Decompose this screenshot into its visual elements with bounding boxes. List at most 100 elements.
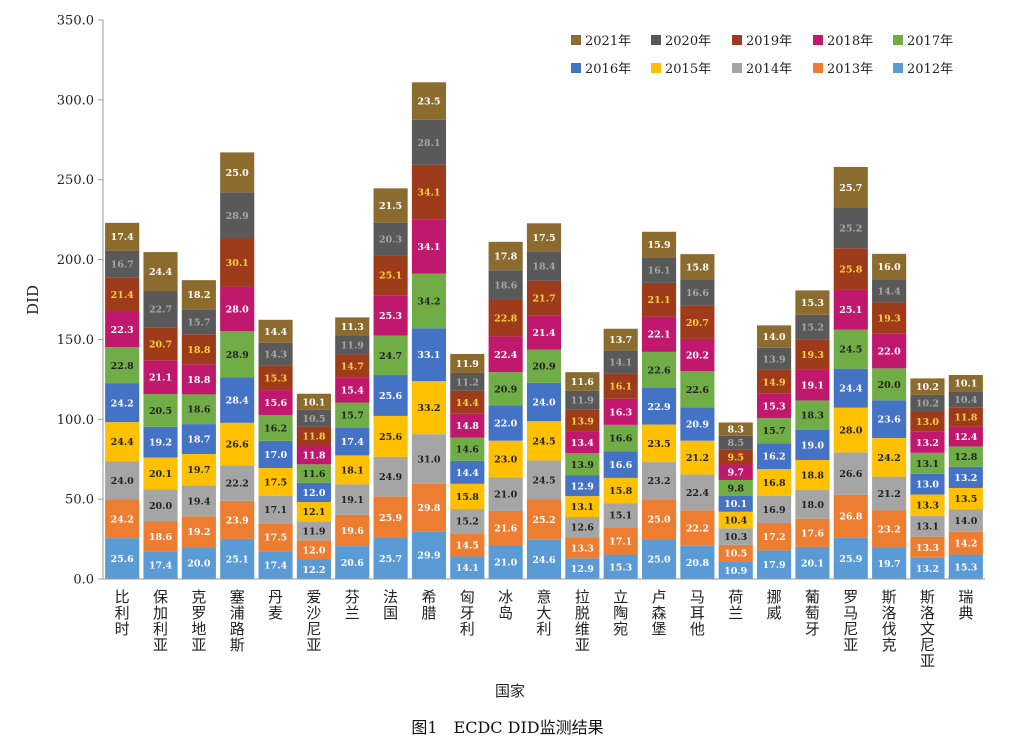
bar-segment bbox=[795, 339, 830, 370]
data-label: 20.0 bbox=[149, 501, 173, 512]
bar-segment bbox=[296, 409, 331, 427]
data-label: 13.2 bbox=[954, 473, 977, 484]
data-label: 23.2 bbox=[878, 525, 901, 536]
bar-segment bbox=[603, 477, 638, 504]
bar-segment bbox=[181, 453, 216, 486]
data-label: 14.0 bbox=[954, 516, 978, 527]
data-label: 13.1 bbox=[571, 502, 594, 513]
bar-segment bbox=[565, 453, 600, 476]
bar-segment bbox=[296, 559, 331, 579]
bar-segment bbox=[948, 375, 983, 392]
data-label: 25.6 bbox=[379, 432, 403, 443]
data-label: 22.3 bbox=[111, 325, 134, 336]
data-label: 13.3 bbox=[916, 501, 939, 512]
data-label: 19.3 bbox=[801, 350, 824, 361]
data-label: 11.8 bbox=[954, 413, 978, 424]
bar-segment bbox=[795, 518, 830, 547]
bar-segment bbox=[680, 407, 715, 441]
bar-segment bbox=[488, 372, 523, 406]
bar-segment bbox=[565, 496, 600, 518]
bar-segment bbox=[833, 407, 868, 453]
bar-segment bbox=[411, 219, 447, 274]
legend-label: 2021年 bbox=[585, 34, 631, 49]
data-label: 18.2 bbox=[187, 290, 210, 301]
data-label: 24.0 bbox=[532, 398, 556, 409]
bar-segment bbox=[910, 557, 945, 579]
bar-segment bbox=[948, 426, 983, 447]
x-tick-label: 希 bbox=[421, 588, 436, 606]
x-tick-label: 亚 bbox=[191, 636, 206, 654]
x-tick-label: 兰 bbox=[728, 604, 743, 622]
data-label: 16.6 bbox=[686, 288, 710, 299]
x-tick-label: 保 bbox=[153, 588, 168, 606]
data-label: 13.4 bbox=[571, 438, 595, 449]
data-label: 19.1 bbox=[341, 495, 364, 506]
data-label: 16.1 bbox=[609, 381, 632, 392]
bar-segment bbox=[143, 291, 178, 328]
data-label: 24.5 bbox=[839, 345, 862, 356]
data-label: 19.3 bbox=[878, 313, 901, 324]
data-label: 20.1 bbox=[149, 469, 172, 480]
bar-segment bbox=[641, 257, 677, 283]
bar-segment bbox=[488, 440, 523, 478]
x-tick-label: 罗 bbox=[191, 604, 206, 622]
x-tick-label: 沙 bbox=[306, 604, 321, 622]
data-label: 22.7 bbox=[149, 305, 172, 316]
data-label: 19.0 bbox=[801, 440, 825, 451]
y-axis-title: DID bbox=[24, 285, 42, 315]
bar-segment bbox=[296, 540, 331, 560]
data-label: 8.5 bbox=[727, 438, 744, 449]
bar-segment bbox=[718, 561, 753, 579]
x-tick-label: 卢 bbox=[652, 588, 667, 606]
x-tick-label: 斯 bbox=[882, 588, 897, 606]
data-label: 10.1 bbox=[302, 397, 325, 408]
bar-segment bbox=[411, 164, 447, 220]
bar-segment bbox=[795, 290, 830, 315]
data-label: 10.5 bbox=[302, 414, 325, 425]
data-label: 10.1 bbox=[954, 379, 977, 390]
data-label: 8.3 bbox=[727, 425, 744, 436]
data-label: 13.9 bbox=[571, 460, 595, 471]
bar-segment bbox=[220, 500, 255, 539]
data-label: 26.6 bbox=[226, 440, 250, 451]
data-label: 11.9 bbox=[341, 340, 365, 351]
bar-segment bbox=[450, 533, 485, 557]
data-label: 25.6 bbox=[111, 554, 135, 565]
bar-segment bbox=[450, 413, 485, 438]
data-label: 11.2 bbox=[456, 377, 479, 388]
legend-swatch bbox=[571, 35, 581, 45]
data-label: 22.2 bbox=[686, 524, 709, 535]
data-label: 23.5 bbox=[647, 439, 670, 450]
data-label: 17.6 bbox=[801, 528, 825, 539]
data-label: 15.6 bbox=[264, 398, 288, 409]
data-label: 24.5 bbox=[532, 436, 555, 447]
x-tick-label: 克 bbox=[191, 588, 206, 606]
data-label: 28.9 bbox=[226, 211, 250, 222]
data-label: 10.2 bbox=[916, 382, 939, 393]
bar-segment bbox=[488, 270, 523, 300]
data-label: 13.3 bbox=[571, 543, 594, 554]
data-label: 19.1 bbox=[801, 381, 824, 392]
bar-segment bbox=[872, 368, 907, 401]
data-label: 16.1 bbox=[647, 266, 670, 277]
x-tick-label: 洛 bbox=[882, 604, 897, 622]
data-label: 20.9 bbox=[686, 420, 710, 431]
data-label: 10.1 bbox=[724, 499, 747, 510]
bar-segment bbox=[641, 462, 677, 500]
legend-swatch bbox=[732, 63, 742, 73]
data-label: 14.7 bbox=[341, 362, 364, 373]
bar-segment bbox=[488, 545, 523, 579]
x-tick-label: 斯 bbox=[230, 636, 245, 654]
data-label: 9.8 bbox=[727, 483, 744, 494]
bar-segment bbox=[143, 360, 178, 395]
bar-segment bbox=[335, 546, 370, 579]
bar-segment bbox=[641, 539, 677, 579]
bar-segment bbox=[565, 409, 600, 432]
data-label: 20.2 bbox=[686, 351, 709, 362]
data-label: 11.6 bbox=[571, 377, 595, 388]
bar-segment bbox=[373, 375, 408, 416]
bar-segment bbox=[757, 495, 792, 523]
bar-segment bbox=[603, 350, 638, 374]
bar-segment bbox=[105, 277, 140, 312]
data-label: 16.2 bbox=[763, 452, 786, 463]
